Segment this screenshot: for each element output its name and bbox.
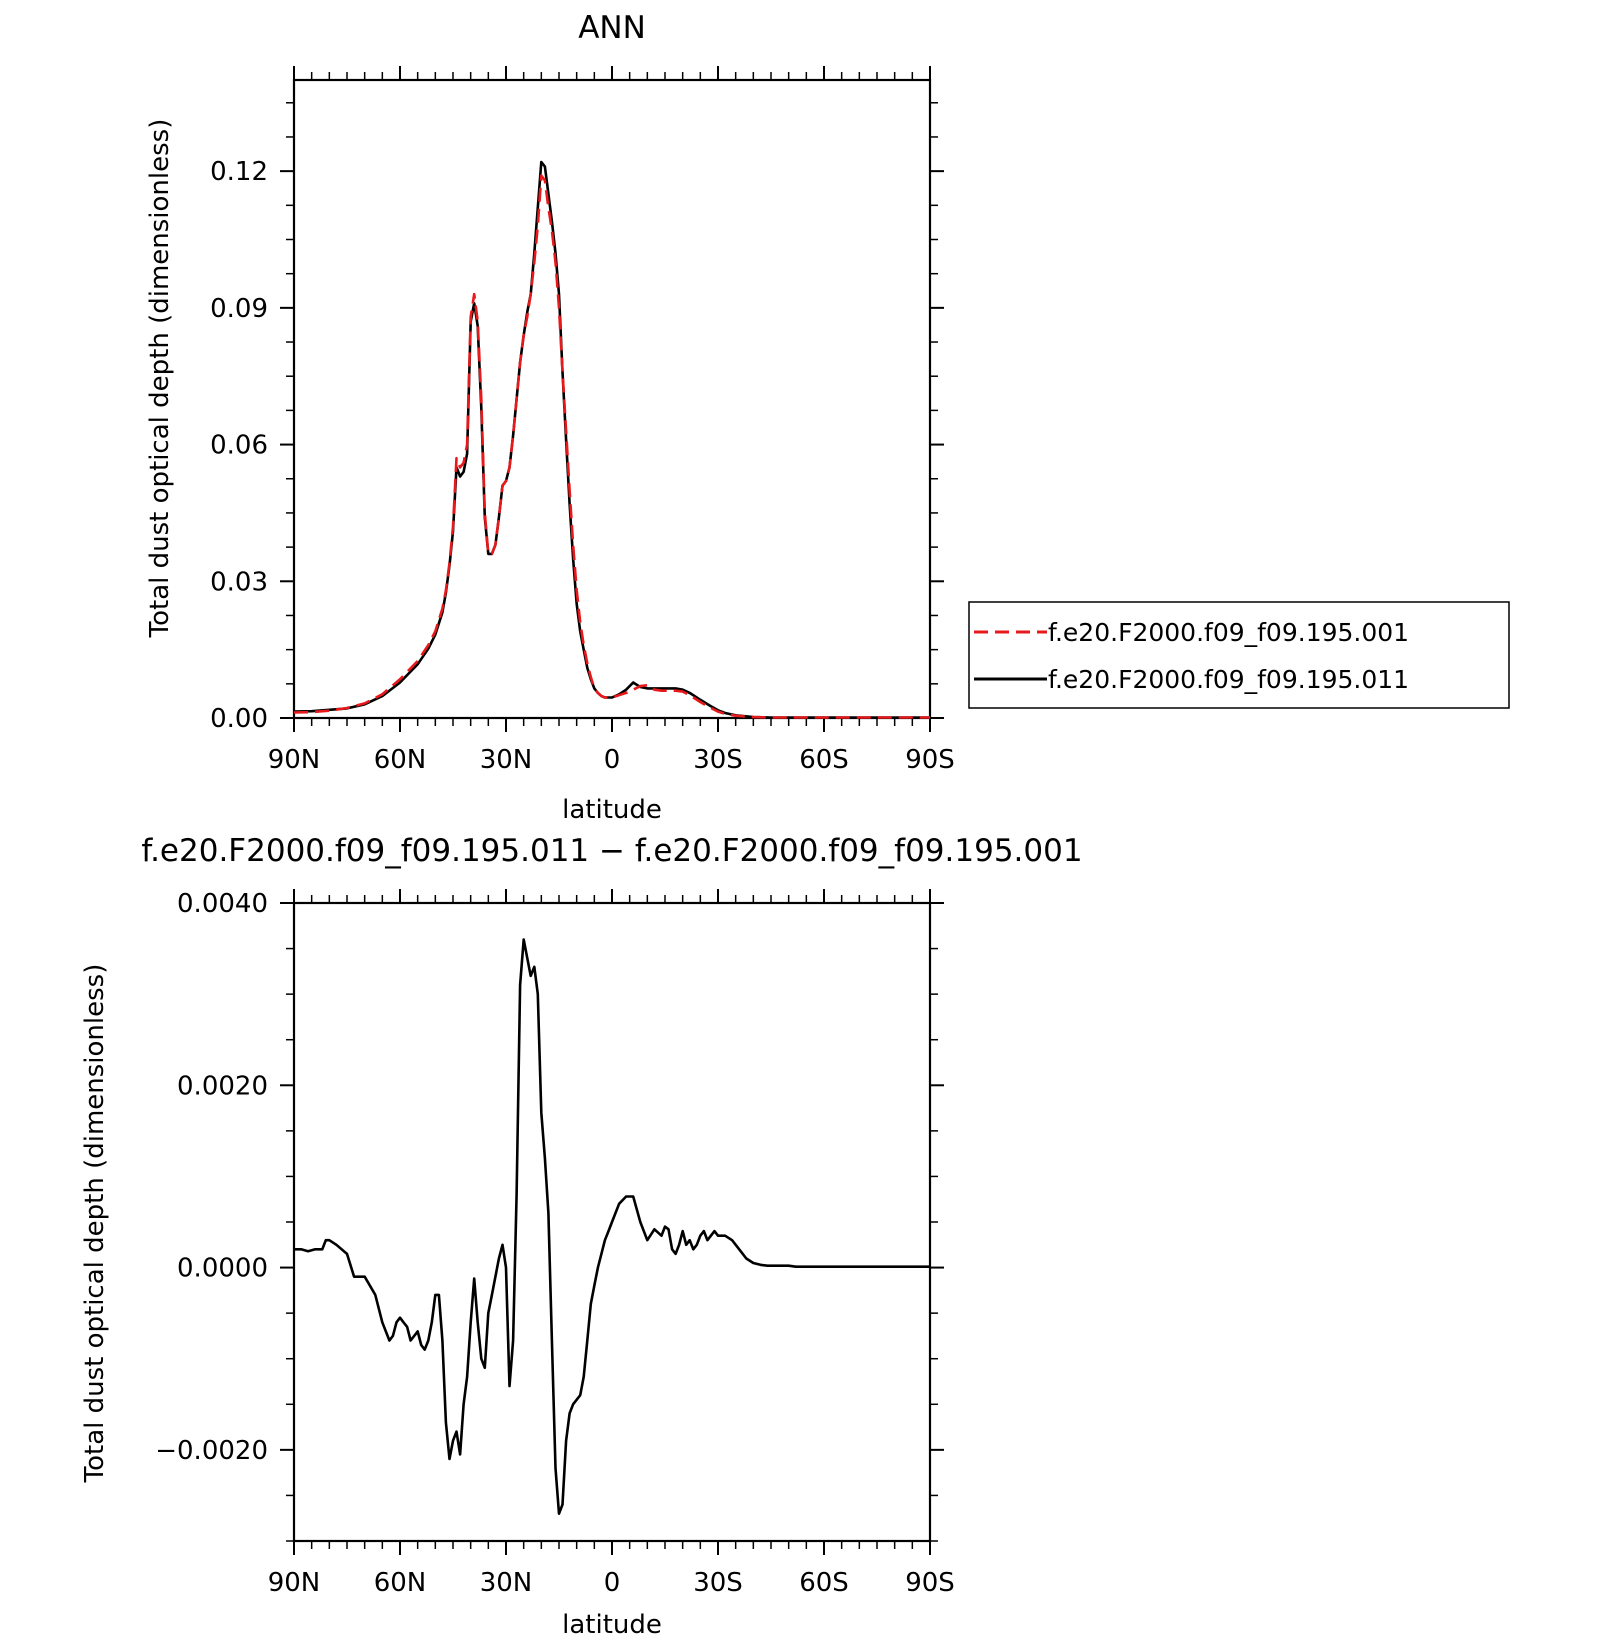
top-y-tick-label: 0.06 (210, 431, 268, 461)
top-y-tick-label: 0.09 (210, 294, 268, 324)
top-x-axis-label: latitude (562, 795, 662, 825)
top-y-tick-label: 0.03 (210, 567, 268, 597)
bottom-x-tick-label: 60N (374, 1568, 427, 1598)
bottom-x-tick-label: 30S (693, 1568, 743, 1598)
bottom-x-tick-label: 90S (905, 1568, 955, 1598)
bottom-x-axis-label: latitude (562, 1610, 662, 1640)
top-series-line-1 (293, 174, 930, 719)
bottom-x-tick-label: 90N (268, 1568, 321, 1598)
top-y-tick-label: 0.12 (210, 157, 268, 187)
top-x-tick-label: 30S (693, 745, 743, 775)
bottom-y-tick-label: 0.0020 (177, 1071, 268, 1101)
top-x-tick-label: 30N (480, 745, 533, 775)
top-y-axis-label: Total dust optical depth (dimensionless) (145, 119, 175, 639)
bottom-panel: f.e20.F2000.f09_f09.195.011 − f.e20.F200… (80, 833, 1083, 1640)
top-panel: ANN Total dust optical depth (dimensionl… (145, 10, 1510, 825)
bottom-y-axis-label: Total dust optical depth (dimensionless) (80, 964, 110, 1484)
top-legend: f.e20.F2000.f09_f09.195.001 f.e20.F2000.… (968, 601, 1510, 709)
legend-label-series-1: f.e20.F2000.f09_f09.195.001 (1048, 618, 1409, 647)
top-series-line-2 (293, 160, 930, 719)
bottom-series-line-1 (294, 938, 930, 1515)
top-x-tick-label: 90N (268, 745, 321, 775)
top-y-tick-label: 0.00 (210, 704, 268, 734)
top-x-tick-label: 90S (905, 745, 955, 775)
bottom-x-tick-label: 0 (604, 1568, 621, 1598)
top-x-tick-label: 0 (604, 745, 621, 775)
bottom-x-tick-label: 30N (480, 1568, 533, 1598)
bottom-x-tick-label: 60S (799, 1568, 849, 1598)
bottom-y-tick-label: 0.0040 (177, 889, 268, 919)
bottom-y-tick-label: −0.0020 (155, 1436, 268, 1466)
legend-box (968, 601, 1510, 709)
top-plot-frame (292, 78, 932, 720)
top-x-tick-label: 60N (374, 745, 427, 775)
bottom-chart-title: f.e20.F2000.f09_f09.195.011 − f.e20.F200… (141, 833, 1082, 869)
bottom-y-tick-label: 0.0000 (177, 1254, 268, 1284)
legend-label-series-2: f.e20.F2000.f09_f09.195.011 (1048, 665, 1409, 694)
top-x-tick-label: 60S (799, 745, 849, 775)
top-chart-title: ANN (578, 10, 646, 46)
